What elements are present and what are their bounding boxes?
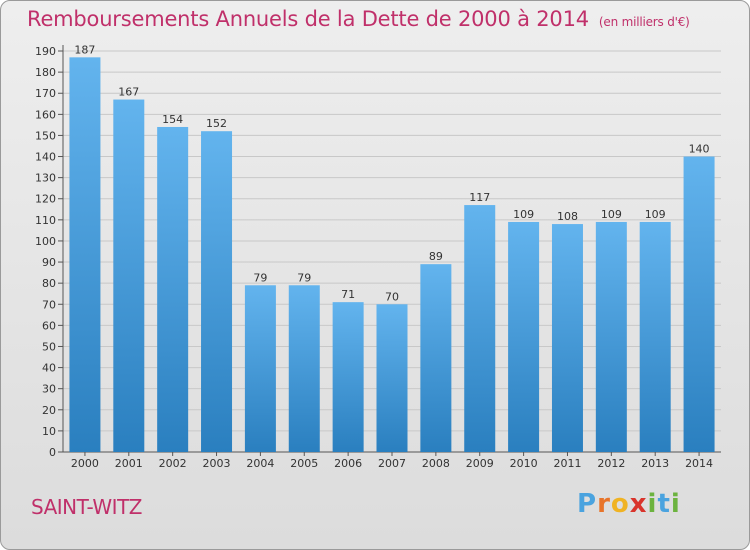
x-tick-label: 2010 xyxy=(510,457,538,470)
bar-value-label: 140 xyxy=(689,143,710,156)
proxiti-logo: Proxiti xyxy=(577,489,681,519)
x-tick-label: 2011 xyxy=(553,457,581,470)
bar xyxy=(157,126,189,453)
y-tick-label: 40 xyxy=(42,362,56,375)
x-tick-label: 2002 xyxy=(159,457,187,470)
bar xyxy=(683,156,715,453)
bar xyxy=(376,304,408,452)
bar-value-label: 89 xyxy=(429,250,443,263)
x-tick-label: 2005 xyxy=(290,457,318,470)
bar xyxy=(69,57,101,453)
bar-value-label: 109 xyxy=(513,208,534,221)
logo-letter: r xyxy=(597,489,611,519)
commune-name: SAINT-WITZ xyxy=(31,495,143,519)
logo-letter: x xyxy=(629,489,648,519)
chart-title: Remboursements Annuels de la Dette de 20… xyxy=(27,7,690,31)
x-tick-label: 2003 xyxy=(203,457,231,470)
bars xyxy=(69,57,715,453)
y-tick-label: 80 xyxy=(42,277,56,290)
y-tick-label: 50 xyxy=(42,340,56,353)
bar xyxy=(595,221,627,452)
y-tick-label: 170 xyxy=(35,87,56,100)
y-tick-label: 140 xyxy=(35,151,56,164)
bar-value-label: 108 xyxy=(557,210,578,223)
x-tick-label: 2006 xyxy=(334,457,362,470)
bar xyxy=(201,131,233,452)
y-tick-label: 120 xyxy=(35,193,56,206)
y-tick-label: 130 xyxy=(35,172,56,185)
y-tick-label: 110 xyxy=(35,214,56,227)
bar-chart: 0 10 20 30 40 50 60 70 80 90 100 110 120 130 140 150 160… xyxy=(35,43,721,470)
bar xyxy=(113,99,145,452)
x-tick-label: 2001 xyxy=(115,457,143,470)
bar xyxy=(551,224,583,452)
bar-value-label: 154 xyxy=(162,113,183,126)
logo-letter: i xyxy=(670,489,681,519)
logo-letter: t xyxy=(657,489,671,519)
x-tick-label: 2012 xyxy=(597,457,625,470)
y-tick-label: 90 xyxy=(42,256,56,269)
bar xyxy=(288,285,320,452)
bar-value-label: 117 xyxy=(469,191,490,204)
x-tick-label: 2000 xyxy=(71,457,99,470)
y-tick-label: 20 xyxy=(42,404,56,417)
y-tick-label: 190 xyxy=(35,45,56,58)
bar xyxy=(464,205,496,452)
y-tick-label: 60 xyxy=(42,319,56,332)
bar-value-label: 167 xyxy=(118,86,139,99)
x-tick-label: 2007 xyxy=(378,457,406,470)
bar-value-label: 79 xyxy=(297,271,311,284)
x-tick-label: 2009 xyxy=(466,457,494,470)
bar xyxy=(420,264,452,452)
bar xyxy=(244,285,276,452)
y-tick-label: 100 xyxy=(35,235,56,248)
bar-value-label: 70 xyxy=(385,290,399,303)
logo-letter: i xyxy=(647,489,658,519)
y-tick-label: 70 xyxy=(42,298,56,311)
y-tick-label: 160 xyxy=(35,108,56,121)
data-labels: 187 167 154 152 79 79 71 70 89 117 109 108 109 109 140 xyxy=(74,43,709,303)
bar-value-label: 187 xyxy=(74,43,95,56)
bar-value-label: 79 xyxy=(253,271,267,284)
y-tick-label: 10 xyxy=(42,425,56,438)
chart-unit-note: (en milliers d'€) xyxy=(598,15,690,29)
bar xyxy=(332,302,364,452)
x-tick-label: 2014 xyxy=(685,457,713,470)
chart-title-text: Remboursements Annuels de la Dette de 20… xyxy=(27,7,589,31)
bar-value-label: 109 xyxy=(645,208,666,221)
x-tick-label: 2008 xyxy=(422,457,450,470)
bar-value-label: 152 xyxy=(206,117,227,130)
bar-value-label: 109 xyxy=(601,208,622,221)
y-tick-label: 30 xyxy=(42,383,56,396)
x-tick-label: 2004 xyxy=(246,457,274,470)
bar xyxy=(639,221,671,452)
x-tick-label: 2013 xyxy=(641,457,669,470)
logo-letter: P xyxy=(577,489,598,519)
y-tick-label: 150 xyxy=(35,129,56,142)
bar-value-label: 71 xyxy=(341,288,355,301)
y-tick-label: 0 xyxy=(49,446,56,459)
bar xyxy=(508,221,540,452)
logo-letter: o xyxy=(610,489,630,519)
y-tick-label: 180 xyxy=(35,66,56,79)
